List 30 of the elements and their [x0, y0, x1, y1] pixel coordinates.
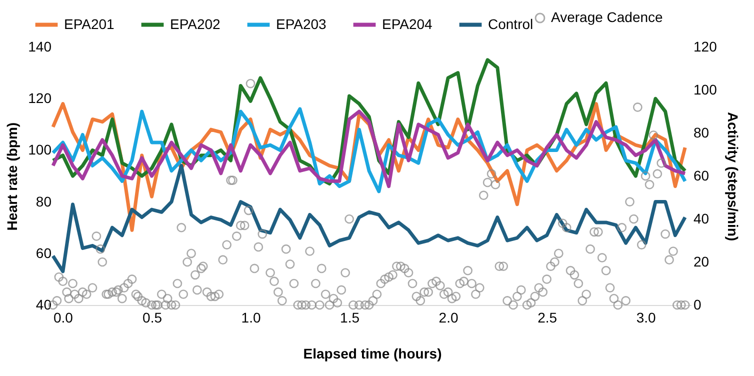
legend-label: EPA201: [64, 16, 115, 32]
y-axis-title: Heart rate (bpm): [4, 122, 20, 231]
y-tick-label: 120: [28, 90, 52, 106]
y2-tick-label: 0: [694, 296, 702, 312]
y2-tick-label: 20: [694, 254, 710, 270]
legend-label: EPA203: [276, 16, 327, 32]
x-tick-label: 2.0: [438, 310, 458, 326]
line-series: [51, 164, 687, 274]
y-tick-label: 100: [28, 142, 52, 158]
x-tick-label: 2.5: [538, 310, 558, 326]
x-tick-label: 3.0: [636, 310, 656, 326]
x-axis-title: Elapsed time (hours): [303, 346, 442, 362]
x-tick-label: 0.0: [54, 310, 74, 326]
y2-tick-label: 40: [694, 210, 710, 226]
legend-label: EPA202: [170, 16, 221, 32]
y-tick-label: 140: [28, 38, 52, 54]
x-tick-label: 0.5: [142, 310, 162, 326]
x-tick-label: 1.0: [241, 310, 261, 326]
y-tick-label: 80: [36, 193, 52, 210]
y2-axis-title: Activity (steps/min): [724, 112, 741, 242]
y2-tick-label: 60: [694, 168, 710, 184]
legend-label: Average Cadence: [551, 9, 664, 25]
x-tick-label: 1.5: [340, 310, 360, 326]
y-tick-label: 60: [36, 244, 52, 261]
y2-tick-label: 100: [694, 82, 718, 98]
legend-label: Control: [488, 16, 534, 32]
legend-label: EPA204: [382, 16, 433, 32]
y2-tick-label: 80: [694, 124, 710, 140]
y2-tick-label: 120: [694, 38, 718, 54]
y-tick-label: 40: [36, 296, 52, 312]
